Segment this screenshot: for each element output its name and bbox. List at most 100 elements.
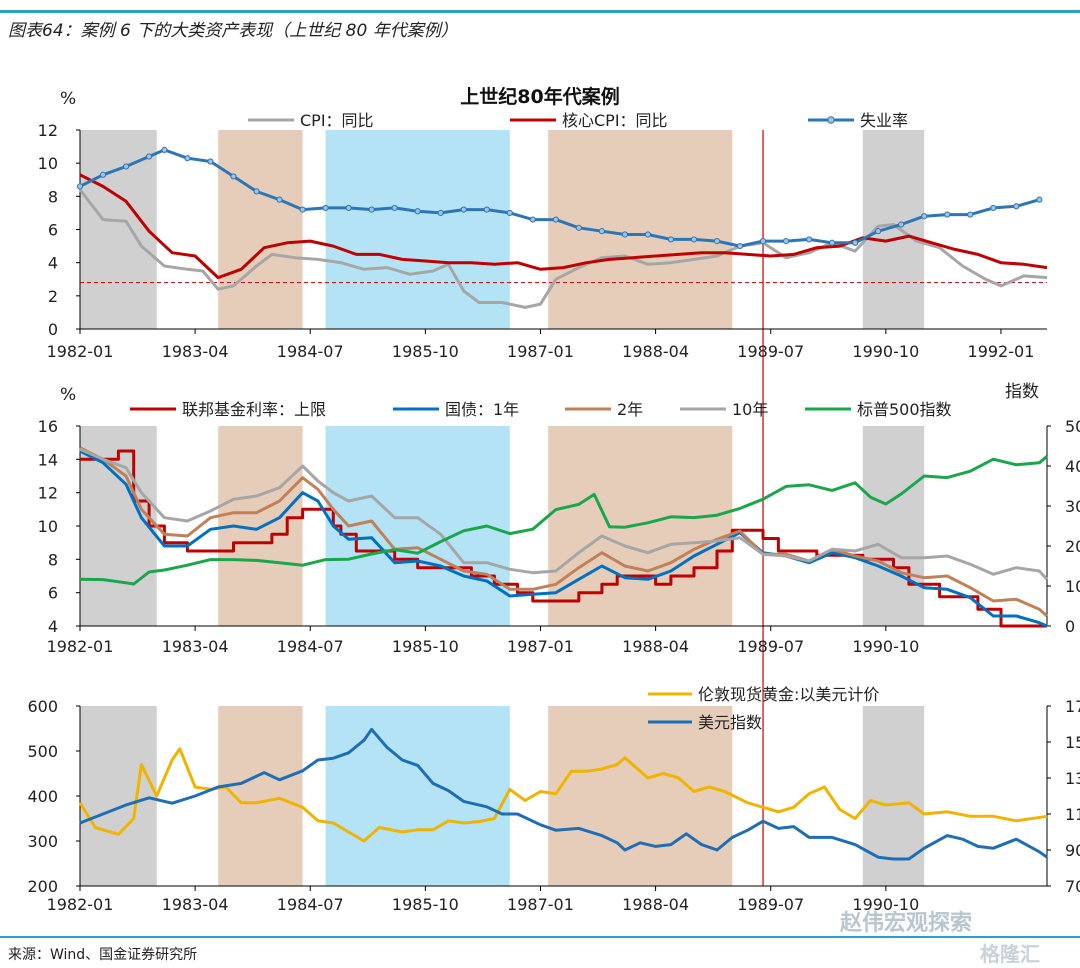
y2-tick-label-2-0: 70 bbox=[1065, 877, 1080, 896]
series-point-0-2-20 bbox=[529, 216, 536, 223]
x-tick-label-2-1: 1983-04 bbox=[162, 895, 229, 914]
y-axis-label-1: % bbox=[60, 385, 76, 405]
figure-title: 图表64：案例 6 下的大类资产表现（上世纪 80 年代案例） bbox=[8, 21, 458, 41]
y-tick-label-2-3: 500 bbox=[27, 742, 58, 761]
legend-label-1-2: 2年 bbox=[617, 400, 643, 419]
top-rule bbox=[0, 10, 1080, 13]
series-line-1-4 bbox=[79, 455, 1048, 586]
series-point-0-2-18 bbox=[483, 206, 490, 213]
shaded-period-2-panel-2 bbox=[325, 706, 510, 886]
legend-label-0-2: 失业率 bbox=[860, 111, 908, 130]
series-point-0-2-4 bbox=[161, 146, 168, 153]
panel-title-0: 上世纪80年代案例 bbox=[460, 85, 619, 108]
series-line-0-1 bbox=[79, 173, 1048, 280]
x-tick-label-0-7: 1990-10 bbox=[852, 342, 919, 361]
y-tick-label-2-0: 200 bbox=[27, 877, 58, 896]
y-tick-label-0-4: 8 bbox=[48, 187, 58, 206]
y-tick-label-2-4: 600 bbox=[27, 697, 58, 716]
series-point-0-2-17 bbox=[460, 206, 467, 213]
series-point-0-2-42 bbox=[1036, 196, 1043, 203]
series-point-0-2-3 bbox=[145, 153, 153, 160]
y2-tick-label-2-5: 170 bbox=[1065, 697, 1080, 716]
y-tick-label-1-2: 8 bbox=[48, 550, 58, 569]
series-point-0-2-34 bbox=[852, 239, 859, 246]
x-tick-label-2-5: 1988-04 bbox=[622, 895, 689, 914]
legend-marker-0-2 bbox=[827, 116, 835, 124]
series-point-0-2-21 bbox=[552, 216, 559, 223]
legend-label-1-0: 联邦基金利率：上限 bbox=[182, 400, 326, 419]
series-line-1-3 bbox=[79, 447, 1049, 581]
x-tick-label-0-4: 1987-01 bbox=[507, 342, 574, 361]
y2-tick-label-2-2: 110 bbox=[1065, 805, 1080, 824]
shaded-period-1-panel-2 bbox=[218, 706, 303, 886]
series-point-0-2-29 bbox=[736, 242, 744, 250]
shaded-period-3-panel-1 bbox=[548, 426, 733, 626]
x-tick-label-1-3: 1985-10 bbox=[392, 637, 459, 656]
y-tick-label-0-0: 0 bbox=[48, 320, 58, 339]
series-point-0-2-12 bbox=[345, 204, 352, 212]
x-tick-label-0-8: 1992-01 bbox=[968, 342, 1035, 361]
y-tick-label-0-5: 10 bbox=[38, 154, 58, 173]
series-point-0-2-39 bbox=[967, 211, 974, 218]
watermark-text: 赵伟宏观探索 bbox=[840, 911, 973, 936]
series-point-0-2-7 bbox=[230, 173, 237, 180]
y2-tick-label-1-1: 100 bbox=[1065, 577, 1080, 596]
series-point-0-2-36 bbox=[898, 221, 905, 228]
series-line-1-2 bbox=[79, 446, 1048, 618]
x-tick-label-2-6: 1989-07 bbox=[737, 895, 804, 914]
x-tick-label-2-2: 1984-07 bbox=[277, 895, 344, 914]
legend-label-1-4: 标普500指数 bbox=[857, 400, 952, 419]
series-point-0-2-22 bbox=[575, 224, 582, 231]
series-point-0-2-15 bbox=[414, 208, 421, 215]
series-point-0-2-25 bbox=[644, 231, 652, 238]
x-tick-label-2-0: 1982-01 bbox=[47, 895, 114, 914]
y-tick-label-1-3: 10 bbox=[38, 517, 58, 536]
series-point-0-2-41 bbox=[1013, 203, 1020, 210]
series-point-0-2-27 bbox=[690, 236, 698, 243]
y2-tick-label-2-3: 130 bbox=[1065, 769, 1080, 788]
x-tick-label-1-0: 1982-01 bbox=[47, 637, 114, 656]
x-tick-label-0-1: 1983-04 bbox=[162, 342, 229, 361]
y2-tick-label-2-4: 150 bbox=[1065, 733, 1080, 752]
x-tick-label-1-4: 1987-01 bbox=[507, 637, 574, 656]
series-point-0-2-16 bbox=[437, 209, 444, 217]
legend-label-0-1: 核心CPI：同比 bbox=[562, 111, 668, 130]
legend-label-0-0: CPI：同比 bbox=[300, 111, 374, 130]
y-tick-label-0-2: 4 bbox=[48, 254, 58, 273]
x-tick-label-1-1: 1983-04 bbox=[162, 637, 229, 656]
x-tick-label-2-4: 1987-01 bbox=[507, 895, 574, 914]
series-point-0-2-24 bbox=[621, 231, 628, 238]
shaded-period-1-panel-0 bbox=[218, 130, 303, 329]
watermark-brand: 格隆汇 bbox=[980, 942, 1040, 966]
shaded-period-0-panel-2 bbox=[80, 706, 157, 886]
x-tick-label-1-2: 1984-07 bbox=[277, 637, 344, 656]
shaded-period-2-panel-0 bbox=[325, 130, 510, 329]
legend-label-1-3: 10年 bbox=[732, 400, 768, 419]
legend-label-2-1: 美元指数 bbox=[698, 713, 762, 732]
y2-tick-label-1-2: 200 bbox=[1065, 537, 1080, 556]
series-point-0-2-38 bbox=[944, 211, 951, 218]
series-point-0-2-23 bbox=[598, 228, 605, 235]
x-tick-label-0-5: 1988-04 bbox=[622, 342, 689, 361]
y-tick-label-0-3: 6 bbox=[48, 221, 58, 240]
series-point-0-2-10 bbox=[299, 206, 306, 213]
series-point-0-2-26 bbox=[667, 236, 675, 243]
series-point-0-2-31 bbox=[782, 238, 790, 245]
series-point-0-2-8 bbox=[253, 188, 260, 195]
series-line-1-1 bbox=[79, 449, 1048, 628]
series-point-0-2-5 bbox=[184, 155, 191, 162]
shaded-period-4-panel-0 bbox=[862, 130, 925, 329]
x-tick-label-0-6: 1989-07 bbox=[737, 342, 804, 361]
y-tick-label-2-2: 400 bbox=[27, 787, 58, 806]
series-line-0-0 bbox=[78, 188, 1048, 309]
shaded-period-3-panel-2 bbox=[548, 706, 733, 886]
y-tick-label-0-1: 2 bbox=[48, 287, 58, 306]
y-tick-label-0-6: 12 bbox=[38, 121, 58, 140]
legend-label-1-1: 国债：1年 bbox=[445, 400, 519, 419]
y-tick-label-1-1: 6 bbox=[48, 584, 58, 603]
series-point-0-2-37 bbox=[921, 213, 928, 220]
series-point-0-2-40 bbox=[990, 204, 997, 212]
y-tick-label-1-0: 4 bbox=[48, 617, 58, 636]
series-point-0-2-35 bbox=[875, 228, 882, 235]
x-tick-label-0-0: 1982-01 bbox=[47, 342, 114, 361]
